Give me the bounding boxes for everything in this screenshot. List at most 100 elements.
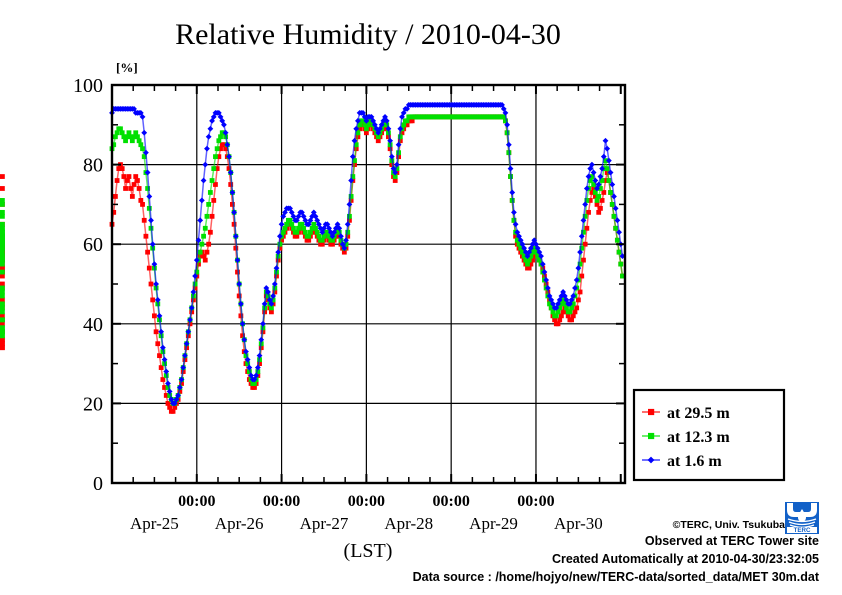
series-marker bbox=[404, 105, 410, 112]
series-marker bbox=[139, 113, 146, 120]
series-marker bbox=[341, 245, 348, 252]
series-marker bbox=[599, 165, 606, 172]
series-marker bbox=[214, 166, 220, 171]
series-marker bbox=[355, 130, 361, 136]
series-marker bbox=[530, 249, 535, 255]
series-marker bbox=[536, 257, 542, 263]
series-marker bbox=[255, 369, 261, 374]
series-marker bbox=[343, 237, 349, 244]
series-marker bbox=[158, 365, 164, 370]
series-marker bbox=[511, 209, 517, 216]
series-marker bbox=[392, 169, 399, 176]
series-marker bbox=[587, 178, 593, 183]
series-marker bbox=[226, 166, 232, 171]
y-tick-label: 0 bbox=[93, 473, 103, 495]
series-marker bbox=[204, 213, 210, 219]
series-marker bbox=[618, 261, 624, 267]
series-marker bbox=[577, 249, 583, 256]
chart-title: Relative Humidity / 2010-04-30 bbox=[175, 18, 561, 51]
series-marker bbox=[375, 134, 381, 140]
series-marker bbox=[543, 277, 550, 283]
series-marker bbox=[572, 285, 578, 291]
series-marker bbox=[346, 201, 353, 208]
series-marker bbox=[227, 169, 234, 176]
series-marker bbox=[275, 249, 282, 256]
series-marker bbox=[616, 229, 622, 236]
series-marker bbox=[604, 166, 610, 171]
series-marker bbox=[222, 129, 229, 136]
series-marker bbox=[582, 241, 588, 247]
series-marker bbox=[336, 225, 343, 232]
series-marker bbox=[578, 233, 585, 240]
series-marker bbox=[291, 225, 296, 231]
series-marker bbox=[163, 393, 169, 398]
series-marker bbox=[601, 190, 607, 195]
series-marker bbox=[582, 201, 589, 208]
series-marker bbox=[146, 193, 153, 200]
series-marker bbox=[541, 269, 548, 275]
series-marker bbox=[0, 269, 5, 275]
series-marker bbox=[124, 178, 130, 183]
series-marker bbox=[394, 166, 400, 171]
series-marker bbox=[129, 194, 135, 199]
series-marker bbox=[531, 245, 537, 251]
series-marker bbox=[246, 369, 252, 374]
series-marker bbox=[365, 122, 371, 128]
legend-swatch-marker bbox=[648, 408, 655, 416]
series-marker bbox=[353, 125, 360, 132]
series-marker bbox=[0, 186, 5, 191]
x-day-label: Apr-26 bbox=[215, 514, 264, 533]
series-marker bbox=[202, 257, 208, 263]
series-marker bbox=[600, 153, 607, 160]
series-marker bbox=[119, 130, 125, 136]
series-marker bbox=[505, 141, 512, 148]
series-marker bbox=[111, 209, 117, 215]
series-marker bbox=[121, 174, 127, 179]
legend-label: at 1.6 m bbox=[667, 453, 722, 470]
series-marker bbox=[504, 121, 511, 128]
series-marker bbox=[585, 173, 592, 180]
series-marker bbox=[157, 353, 162, 359]
series-marker bbox=[314, 229, 320, 235]
series-marker bbox=[177, 389, 183, 394]
series-marker bbox=[0, 297, 5, 303]
series-marker bbox=[143, 149, 149, 156]
series-marker bbox=[575, 265, 582, 271]
series-marker bbox=[166, 388, 173, 395]
legend-item-2[interactable]: at 12.3 m bbox=[642, 429, 730, 446]
series-marker bbox=[210, 113, 217, 120]
series-marker bbox=[200, 177, 207, 184]
series-marker bbox=[534, 245, 541, 252]
series-marker bbox=[362, 122, 368, 128]
series-marker bbox=[178, 376, 185, 383]
series-marker bbox=[614, 237, 620, 243]
series-marker bbox=[0, 273, 5, 279]
series-marker bbox=[0, 241, 5, 247]
series-marker bbox=[235, 269, 240, 275]
x-axis-label: (LST) bbox=[344, 540, 393, 562]
series-marker bbox=[133, 174, 139, 179]
series-marker bbox=[231, 209, 238, 216]
series-marker bbox=[550, 309, 556, 315]
series-marker bbox=[570, 301, 576, 307]
series-marker bbox=[514, 229, 521, 236]
series-marker bbox=[233, 245, 239, 251]
series-marker bbox=[583, 185, 590, 192]
series-marker bbox=[269, 309, 274, 315]
series-marker bbox=[302, 229, 308, 235]
series-marker bbox=[188, 304, 195, 311]
y-tick-label: 20 bbox=[83, 393, 103, 415]
legend-item-3[interactable]: at 1.6 m bbox=[642, 453, 722, 470]
series-marker bbox=[206, 241, 212, 247]
series-marker bbox=[547, 301, 552, 307]
x-day-label: Apr-28 bbox=[384, 514, 433, 533]
legend-item-1[interactable]: at 29.5 m bbox=[642, 405, 730, 422]
series-marker bbox=[609, 202, 615, 207]
series-marker bbox=[501, 114, 507, 120]
series-marker bbox=[221, 121, 227, 128]
footer-created: Created Automatically at 2010-04-30/23:3… bbox=[552, 552, 819, 566]
series-marker bbox=[552, 317, 558, 323]
series-marker bbox=[574, 305, 580, 311]
series-marker bbox=[587, 198, 593, 203]
series-marker bbox=[559, 301, 564, 307]
